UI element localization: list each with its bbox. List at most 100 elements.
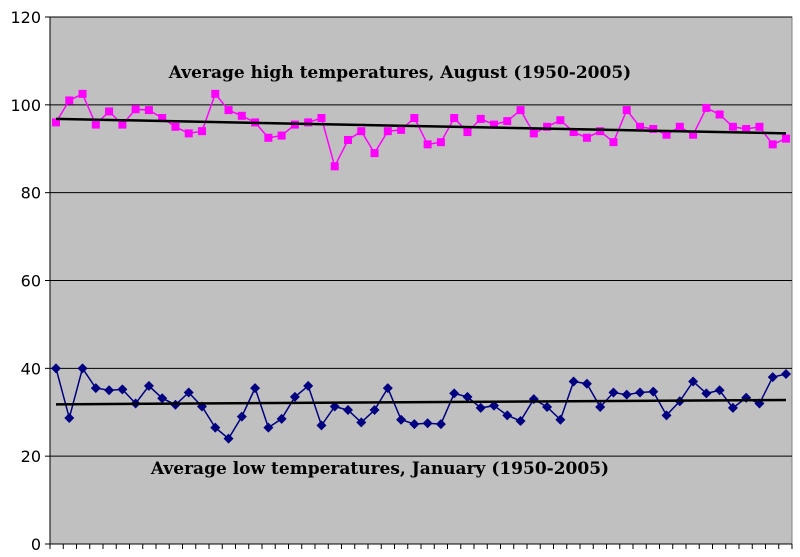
data-point-low: [767, 372, 778, 383]
data-point-low: [608, 387, 619, 398]
data-point-low: [369, 405, 380, 416]
data-point-low: [250, 383, 261, 394]
data-point-low: [316, 420, 327, 431]
data-point-low: [555, 414, 566, 425]
data-point-high: [543, 122, 552, 131]
data-point-low: [489, 400, 499, 411]
annotation-low-temps: Average low temperatures, January (1950-…: [150, 459, 609, 479]
data-point-high: [304, 118, 313, 127]
data-point-high: [702, 103, 711, 112]
data-point-low: [621, 389, 632, 400]
data-point-high: [144, 106, 153, 115]
data-point-high: [436, 138, 445, 147]
data-point-low: [714, 385, 725, 396]
data-point-low: [289, 391, 300, 402]
data-point-high: [450, 114, 459, 123]
data-point-low: [263, 422, 274, 433]
data-point-high: [198, 127, 206, 136]
data-point-low: [343, 405, 353, 416]
data-point-low: [475, 402, 486, 413]
data-point-high: [118, 120, 127, 129]
data-point-low: [515, 416, 526, 427]
data-point-high: [158, 114, 167, 123]
data-point-high: [742, 124, 751, 133]
data-point-low: [303, 380, 314, 391]
data-point-high: [397, 125, 406, 134]
y-tick-label: 60: [21, 272, 41, 291]
data-point-low: [449, 388, 460, 399]
y-tick-label: 40: [21, 359, 41, 378]
data-point-high: [65, 96, 74, 105]
trendline-layer: [55, 117, 787, 406]
y-tick-label: 80: [21, 184, 41, 203]
data-point-high: [383, 127, 392, 136]
data-point-low: [117, 384, 128, 395]
data-point-high: [330, 162, 339, 171]
data-point-high: [91, 120, 100, 129]
data-point-low: [701, 388, 712, 399]
data-point-high: [463, 128, 472, 137]
data-point-high: [529, 129, 538, 138]
data-point-high: [224, 106, 233, 115]
series-layer: [51, 89, 791, 444]
data-point-high: [755, 122, 764, 131]
data-point-high: [768, 140, 777, 149]
data-point-low: [422, 418, 433, 429]
data-point-high: [649, 124, 658, 133]
data-point-high: [516, 106, 525, 115]
axes: 0 20 40 60 80 100 120: [10, 8, 793, 554]
data-point-high: [423, 140, 432, 149]
data-point-low: [382, 383, 393, 394]
data-point-high: [264, 133, 273, 142]
data-point-high: [689, 130, 698, 139]
data-point-low: [90, 383, 101, 394]
data-point-high: [728, 122, 737, 131]
data-point-low: [143, 380, 154, 391]
data-point-low: [595, 401, 606, 412]
data-point-low: [462, 391, 473, 402]
y-tick-label: 20: [21, 447, 41, 466]
data-point-low: [727, 402, 738, 413]
data-point-high: [211, 89, 220, 98]
data-point-high: [556, 116, 565, 125]
gridlines: [50, 16, 792, 457]
data-point-low: [409, 419, 420, 430]
data-point-high: [131, 105, 140, 114]
data-point-high: [237, 111, 246, 120]
data-point-low: [661, 410, 672, 421]
data-point-high: [582, 133, 591, 142]
data-point-low: [157, 393, 168, 404]
data-point-high: [78, 89, 87, 98]
data-point-high: [782, 134, 790, 143]
data-point-low: [781, 369, 791, 380]
trendline-0: [55, 117, 787, 135]
annotation-high-temps: Average high temperatures, August (1950-…: [168, 63, 631, 83]
data-point-low: [64, 412, 75, 423]
data-point-high: [317, 114, 326, 123]
data-point-low: [356, 417, 367, 428]
data-point-high: [715, 110, 724, 119]
data-point-high: [636, 122, 644, 131]
y-tick-label: 100: [10, 96, 41, 115]
data-point-high: [105, 107, 114, 116]
data-point-low: [329, 401, 340, 412]
data-point-high: [277, 131, 286, 140]
data-point-low: [51, 363, 61, 374]
data-point-high: [622, 106, 631, 115]
data-point-high: [596, 127, 605, 136]
data-point-low: [648, 386, 659, 397]
data-point-low: [581, 378, 592, 389]
data-point-high: [476, 114, 485, 123]
data-point-low: [77, 363, 88, 374]
data-point-high: [490, 120, 498, 129]
y-tick-label: 0: [31, 535, 41, 554]
data-point-low: [435, 419, 446, 430]
data-point-high: [52, 118, 60, 127]
data-point-low: [396, 414, 407, 425]
data-point-high: [569, 128, 578, 137]
y-tick-label: 120: [10, 8, 41, 27]
data-point-high: [675, 122, 684, 131]
data-point-low: [104, 385, 115, 396]
data-point-low: [223, 433, 234, 444]
